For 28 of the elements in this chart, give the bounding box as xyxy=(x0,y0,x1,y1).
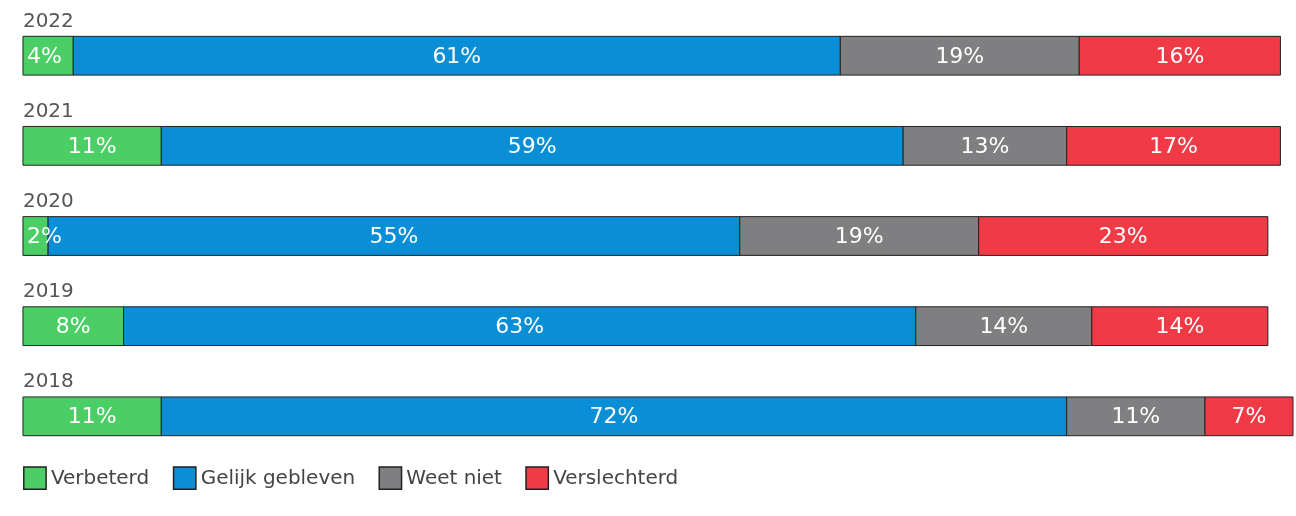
data-label: 59% xyxy=(507,132,557,158)
legend-label: Verbeterd xyxy=(50,465,150,490)
data-label: 63% xyxy=(495,313,545,339)
data-label: 7% xyxy=(1231,403,1267,429)
legend-label: Weet niet xyxy=(406,465,503,490)
y-tick-label: 2018 xyxy=(22,368,74,393)
legend-label: Gelijk gebleven xyxy=(200,465,356,490)
y-tick-label: 2021 xyxy=(22,97,74,122)
data-label: 11% xyxy=(67,132,117,158)
y-tick-label: 2019 xyxy=(22,278,74,303)
data-label: 4% xyxy=(26,42,62,68)
data-label: 16% xyxy=(1155,42,1205,68)
data-label: 11% xyxy=(67,403,117,429)
data-label: 14% xyxy=(979,313,1029,339)
y-tick-label: 2022 xyxy=(22,7,74,32)
data-label: 14% xyxy=(1155,313,1205,339)
data-label: 72% xyxy=(589,403,639,429)
legend-label: Verslechterd xyxy=(553,465,679,490)
data-label: 11% xyxy=(1111,403,1161,429)
data-label: 19% xyxy=(834,223,884,249)
data-label: 55% xyxy=(369,223,419,249)
data-label: 8% xyxy=(55,313,91,339)
data-label: 19% xyxy=(935,42,985,68)
data-label: 61% xyxy=(432,42,482,68)
data-label: 17% xyxy=(1149,132,1198,158)
data-label: 23% xyxy=(1098,223,1148,249)
y-tick-label: 2020 xyxy=(22,188,74,213)
data-label: 13% xyxy=(960,132,1010,158)
